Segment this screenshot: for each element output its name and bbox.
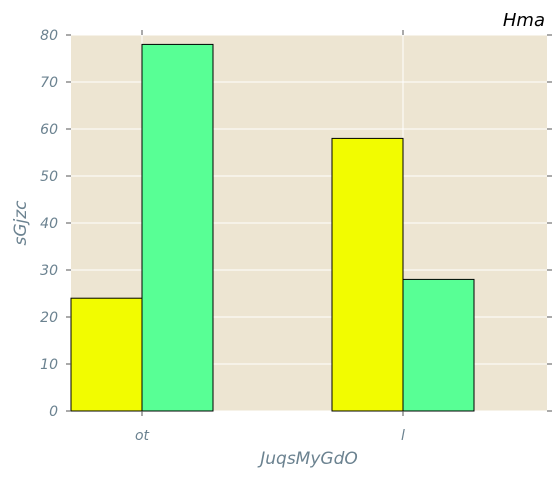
bar-series1-ot [71,298,142,411]
y-tick-label: 60 [40,122,58,138]
y-tick-label: 30 [40,263,58,279]
bar-series1-l [332,138,403,411]
y-tick-label: 20 [40,310,58,326]
y-tick-label: 70 [40,75,58,91]
y-tick-label: 80 [40,28,58,44]
x-tick-label: ot [135,428,150,444]
y-tick-label: 0 [49,404,58,420]
y-tick-label: 10 [40,357,58,373]
y-tick-label: 50 [40,169,58,185]
y-axis-label: sGjzc [11,200,31,246]
chart-title: Hma [503,10,545,31]
y-tick-label: 40 [40,216,58,232]
x-axis-label: JuqsMyGdO [257,449,358,469]
bar-series2-ot [142,44,213,411]
x-tick-label: l [401,428,405,444]
bar-series2-l [403,279,474,411]
